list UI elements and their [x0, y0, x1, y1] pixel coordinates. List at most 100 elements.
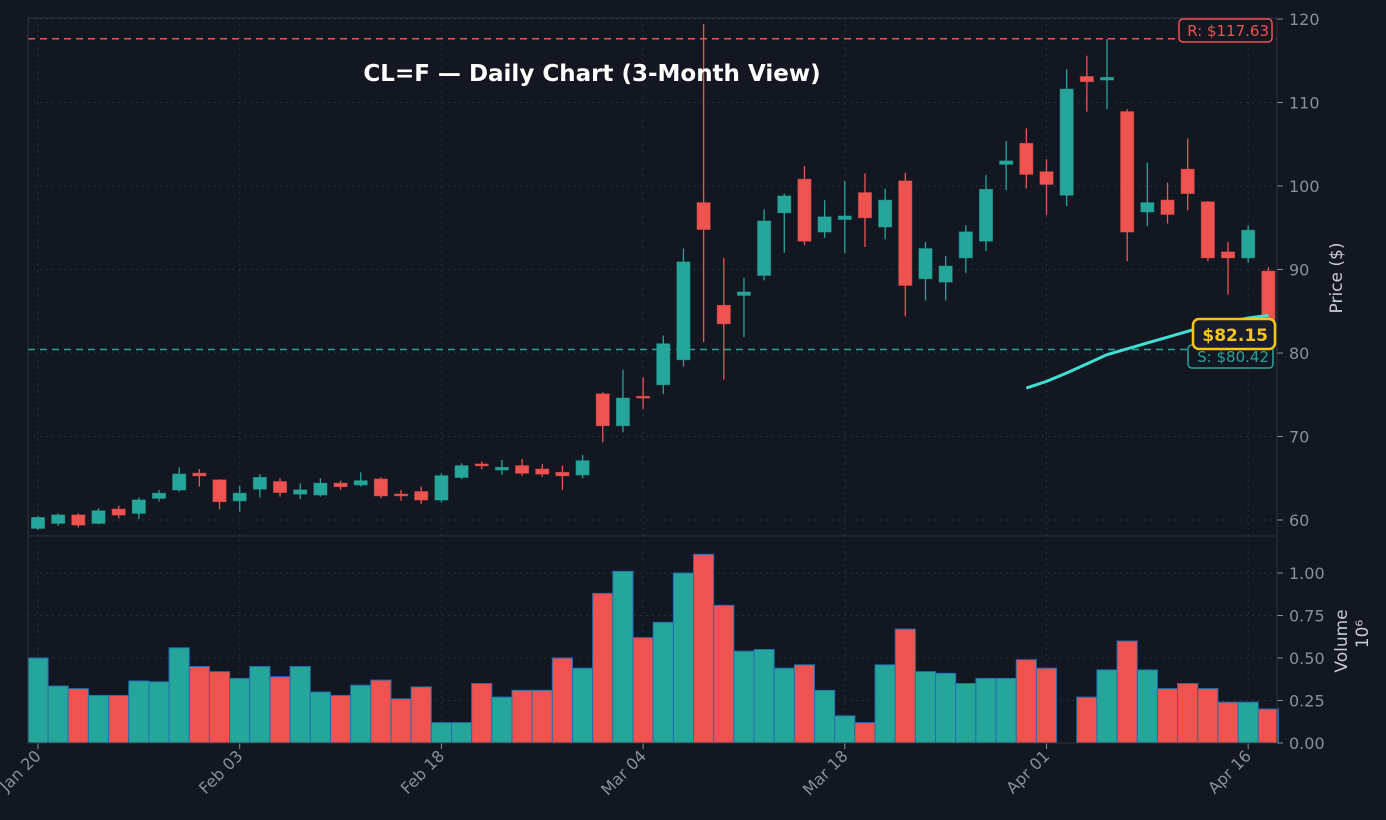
volume-bar: [1156, 688, 1179, 744]
volume-bar: [208, 671, 231, 744]
candle-body: [555, 471, 570, 477]
candle-body: [716, 304, 731, 325]
candle-body: [857, 192, 872, 219]
volume-bar: [269, 676, 291, 744]
candle-body: [414, 491, 429, 501]
candle-body: [131, 499, 146, 514]
candle-body: [494, 466, 509, 471]
candle-body: [696, 202, 711, 230]
volume-bar: [793, 664, 816, 744]
volume-bar: [1096, 669, 1118, 744]
volume-bar: [229, 677, 251, 744]
volume-bar: [733, 650, 755, 744]
current-price-label: $82.15: [1202, 326, 1268, 346]
volume-tick-label: 0.25: [1289, 692, 1325, 711]
candle-body: [656, 343, 671, 386]
price-tick-label: 60: [1289, 511, 1309, 530]
candle-body: [978, 188, 993, 242]
candle-body: [31, 516, 45, 529]
volume-bar: [1217, 701, 1239, 744]
candle-body: [293, 489, 308, 495]
volume-bar: [1076, 696, 1098, 744]
candle-body: [454, 465, 469, 478]
volume-bar: [1257, 708, 1279, 744]
volume-bar: [995, 677, 1017, 744]
candle-body: [474, 463, 489, 467]
candles: [31, 24, 1276, 531]
price-labels: R: $117.63 S: $80.42 $82.15: [1178, 18, 1277, 369]
candle-body: [898, 180, 913, 286]
candle-body: [91, 510, 106, 524]
volume-bar: [612, 570, 634, 744]
candle-body: [797, 178, 812, 242]
volume-bar: [390, 698, 412, 744]
price-tick-label: 90: [1289, 261, 1309, 280]
volume-bar: [471, 683, 493, 744]
candle-body: [1079, 76, 1094, 83]
candle-body: [1221, 251, 1236, 259]
candle-body: [757, 220, 772, 276]
candle-body: [1200, 201, 1215, 259]
volume-bar: [632, 637, 654, 744]
candle-body: [394, 493, 409, 497]
candle-body: [1059, 88, 1074, 196]
volume-bar: [531, 689, 553, 744]
volume-axis-label: Volume: [1332, 609, 1352, 672]
volume-bar: [491, 696, 513, 744]
candle-body: [1140, 202, 1155, 213]
volume-bar: [672, 572, 695, 744]
candle-body: [1039, 171, 1054, 185]
volume-bar: [47, 685, 69, 744]
price-tick-label: 110: [1289, 94, 1320, 113]
volume-bar: [955, 683, 977, 744]
volume-bar: [67, 688, 89, 744]
volume-bars: [27, 553, 1279, 744]
candle-body: [192, 472, 207, 477]
price-tick-label: 80: [1289, 344, 1309, 363]
volume-tick-label: 0.00: [1289, 734, 1325, 753]
price-axis-label: Price ($): [1327, 243, 1347, 314]
volume-bar: [1035, 667, 1058, 744]
volume-bar: [1116, 640, 1138, 744]
chart-title: CL=F — Daily Chart (3-Month View): [363, 61, 820, 87]
volume-bar: [309, 691, 331, 744]
candle-body: [999, 160, 1014, 165]
volume-bar: [148, 681, 170, 744]
volume-bar: [1015, 659, 1037, 744]
candle-body: [918, 248, 933, 280]
volume-bar: [814, 689, 836, 744]
volume-bar: [430, 722, 452, 744]
volume-bar: [935, 672, 957, 744]
volume-bar: [713, 604, 735, 744]
axes-frame: [27, 17, 1283, 749]
candle-body: [1241, 229, 1256, 259]
candle-body: [1019, 142, 1034, 175]
volume-bar: [27, 657, 49, 744]
candle-body: [535, 468, 550, 475]
candle-body: [1160, 199, 1175, 215]
candle-body: [837, 215, 852, 220]
support-label: S: $80.42: [1197, 348, 1269, 366]
volume-bar: [1177, 683, 1199, 744]
candle-body: [595, 393, 610, 427]
volume-bar: [753, 649, 775, 744]
support-resistance-lines: [28, 38, 1277, 351]
volume-tick-label: 0.50: [1289, 649, 1325, 668]
volume-bar: [652, 621, 674, 744]
volume-bar: [87, 694, 110, 744]
candle-body: [938, 265, 953, 283]
plot-border: [27, 17, 1278, 744]
candle-body: [736, 291, 751, 296]
volume-bar: [410, 686, 432, 744]
volume-bar: [571, 667, 594, 744]
candle-body: [212, 479, 227, 503]
candle-body: [676, 261, 691, 361]
current-price-box: [1191, 317, 1277, 351]
candle-body: [111, 508, 126, 516]
resistance-label-box: [1178, 18, 1273, 43]
volume-bar: [894, 628, 916, 744]
volume-multiplier: 10⁶: [1353, 620, 1373, 649]
candle-body: [777, 195, 792, 214]
volume-bar: [128, 680, 150, 744]
